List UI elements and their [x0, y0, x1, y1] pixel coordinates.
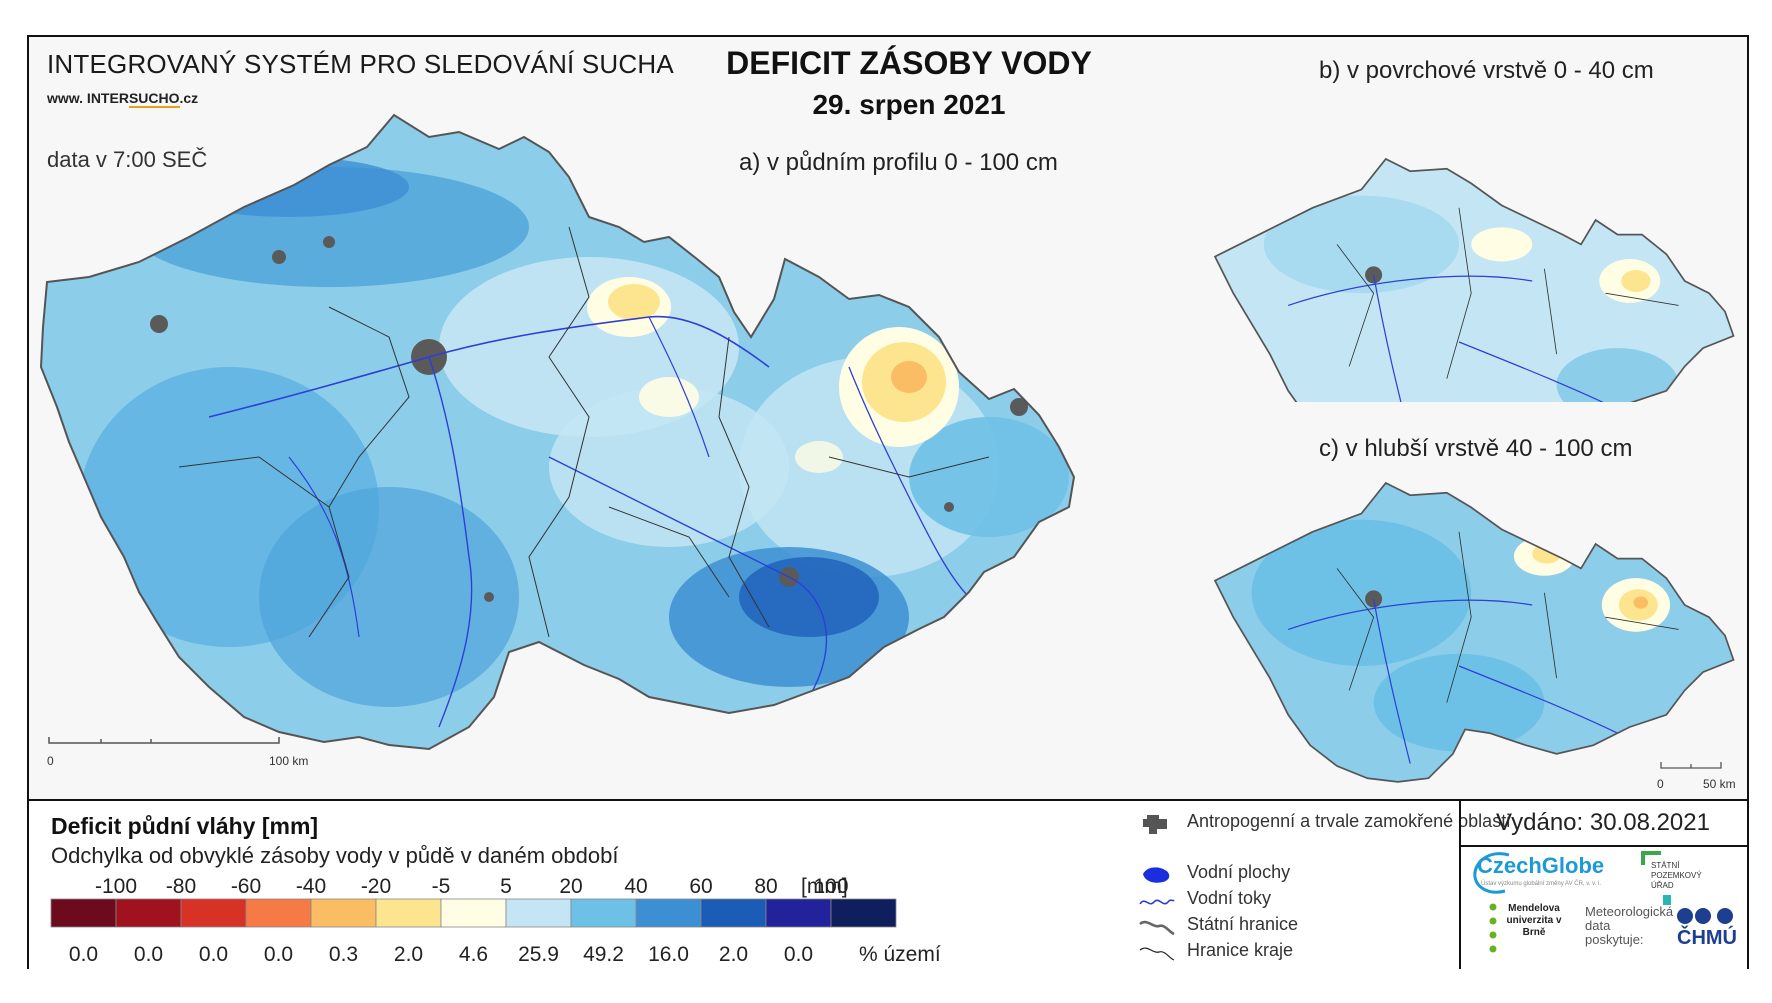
legend-swatch	[635, 898, 702, 928]
legend-swatch	[765, 898, 832, 928]
legend-color-scale: -100 -80 -60 -40 -20 -5 5 20 40 60 80 100 0.0 0.0 0.0…	[50, 875, 941, 966]
system-title: INTEGROVANÝ SYSTÉM PRO SLEDOVÁNÍ SUCHA	[47, 49, 674, 79]
legend-threshold-label: -20	[361, 875, 391, 898]
website-link[interactable]: www. INTERSUCHO.cz	[47, 90, 199, 108]
legend-threshold-label: 80	[754, 875, 777, 898]
chmu-logo: ČHMÚ	[1677, 927, 1737, 949]
logos-box	[1459, 845, 1749, 969]
legend-threshold-label: 60	[689, 875, 712, 898]
map-a-soil-profile: 0 100 km	[39, 113, 1076, 768]
scale-bar-main: 0 100 km	[47, 737, 308, 768]
legend-subtitle: Odchylka od obvyklé zásoby vody v půdě v…	[51, 843, 619, 868]
urban-area-icon	[1143, 815, 1167, 834]
main-date: 29. srpen 2021	[812, 89, 1006, 120]
legend-threshold-label: -100	[95, 875, 137, 898]
website-suffix: .cz	[179, 90, 199, 106]
legend-swatch	[375, 898, 442, 928]
river-icon	[1139, 899, 1175, 905]
legend-swatch	[115, 898, 182, 928]
legend-urban-label: Antropogenní a trvale zamokřené oblasti	[1187, 811, 1511, 831]
scale-main-zero: 0	[47, 754, 54, 768]
issued-date: Vydáno: 30.08.2021	[1496, 809, 1710, 836]
legend-swatch	[570, 898, 637, 928]
legend-percent-value: 0.0	[199, 943, 228, 966]
legend-percent-value: 16.0	[648, 943, 689, 966]
czechglobe-logo: CzechGlobe	[1477, 853, 1605, 878]
legend-swatch	[50, 898, 117, 928]
water-body-icon	[1143, 867, 1170, 883]
meteo-data-provider: Meteorologická data poskytuje:	[1585, 904, 1674, 947]
legend-swatch	[700, 898, 767, 928]
map-frame: INTEGROVANÝ SYSTÉM PRO SLEDOVÁNÍ SUCHA w…	[27, 35, 1749, 969]
legend-threshold-label: -40	[296, 875, 326, 898]
legend-percent-value: 0.0	[784, 943, 813, 966]
chmu-logo-mark	[1677, 908, 1733, 924]
czechglobe-subtitle: Ústav výzkumu globální změny AV ČR, v. v…	[1481, 881, 1602, 887]
scale-small-end: 50 km	[1703, 777, 1736, 791]
map-b-label: b) v povrchové vrstvě 0 - 40 cm	[1319, 57, 1654, 84]
legend-swatch	[830, 898, 897, 928]
czechglobe-logo-mark	[1473, 852, 1510, 894]
legend-threshold-label: -80	[166, 875, 196, 898]
legend-threshold-label: -5	[432, 875, 451, 898]
legend-swatch	[505, 898, 572, 928]
legend-swatch	[180, 898, 247, 928]
legend-threshold-label: 100	[813, 875, 848, 898]
legend-region-border-label: Hranice kraje	[1187, 940, 1294, 960]
legend-threshold-label: 20	[559, 875, 582, 898]
legend-threshold-label: 40	[624, 875, 647, 898]
state-border-icon	[1139, 920, 1175, 936]
map-c-label: c) v hlubší vrstvě 40 - 100 cm	[1319, 435, 1633, 462]
legend-percent-value: 25.9	[518, 943, 559, 966]
map-area: INTEGROVANÝ SYSTÉM PRO SLEDOVÁNÍ SUCHA w…	[29, 37, 1747, 799]
mendel-logo: Mendelova univerzita v Brně	[1506, 903, 1562, 938]
legend-state-border-label: Státní hranice	[1187, 914, 1299, 934]
map-c-deep-layer: 0 50 km	[1213, 481, 1736, 791]
scale-bar-small: 0 50 km	[1657, 762, 1736, 791]
mendel-logo-dots	[1489, 903, 1497, 953]
legend-threshold-label: 5	[500, 875, 512, 898]
legend-swatch	[245, 898, 312, 928]
legend-percent-value: 2.0	[394, 943, 423, 966]
legend-percent-value: 4.6	[459, 943, 488, 966]
spu-logo: STÁTNÍ POZEMKOVÝ ÚŘAD	[1651, 861, 1702, 890]
scale-main-end: 100 km	[269, 754, 308, 768]
legend-percent-value: 49.2	[583, 943, 624, 966]
website-highlight: SUCHO	[128, 90, 180, 108]
legend-swatch	[310, 898, 377, 928]
legend-percent-value: 0.3	[329, 943, 358, 966]
legend-rivers-label: Vodní toky	[1187, 888, 1272, 908]
legend-area: Deficit půdní vláhy [mm] Odchylka od obv…	[29, 799, 1749, 969]
scale-small-zero: 0	[1657, 777, 1664, 791]
spu-logo-mark	[1641, 851, 1671, 905]
legend-unit: [mm]	[801, 875, 848, 898]
main-title: DEFICIT ZÁSOBY VODY	[726, 45, 1092, 81]
legend-percent-value: 0.0	[134, 943, 163, 966]
legend-percent-value: 0.0	[69, 943, 98, 966]
region-border-icon	[1139, 947, 1175, 961]
issued-box	[1459, 801, 1749, 847]
legend-percent-value: 0.0	[264, 943, 293, 966]
legend-water-bodies-label: Vodní plochy	[1187, 862, 1291, 882]
legend-percent-value: 2.0	[719, 943, 748, 966]
legend-swatch	[440, 898, 507, 928]
legend-percent-label: % území	[859, 943, 941, 966]
data-time: data v 7:00 SEČ	[47, 147, 208, 172]
website-prefix: www. INTER	[47, 90, 129, 106]
map-b-surface-layer	[1213, 157, 1735, 402]
map-a-label: a) v půdním profilu 0 - 100 cm	[739, 149, 1058, 176]
legend-title: Deficit půdní vláhy [mm]	[51, 813, 319, 839]
legend-threshold-label: -60	[231, 875, 261, 898]
